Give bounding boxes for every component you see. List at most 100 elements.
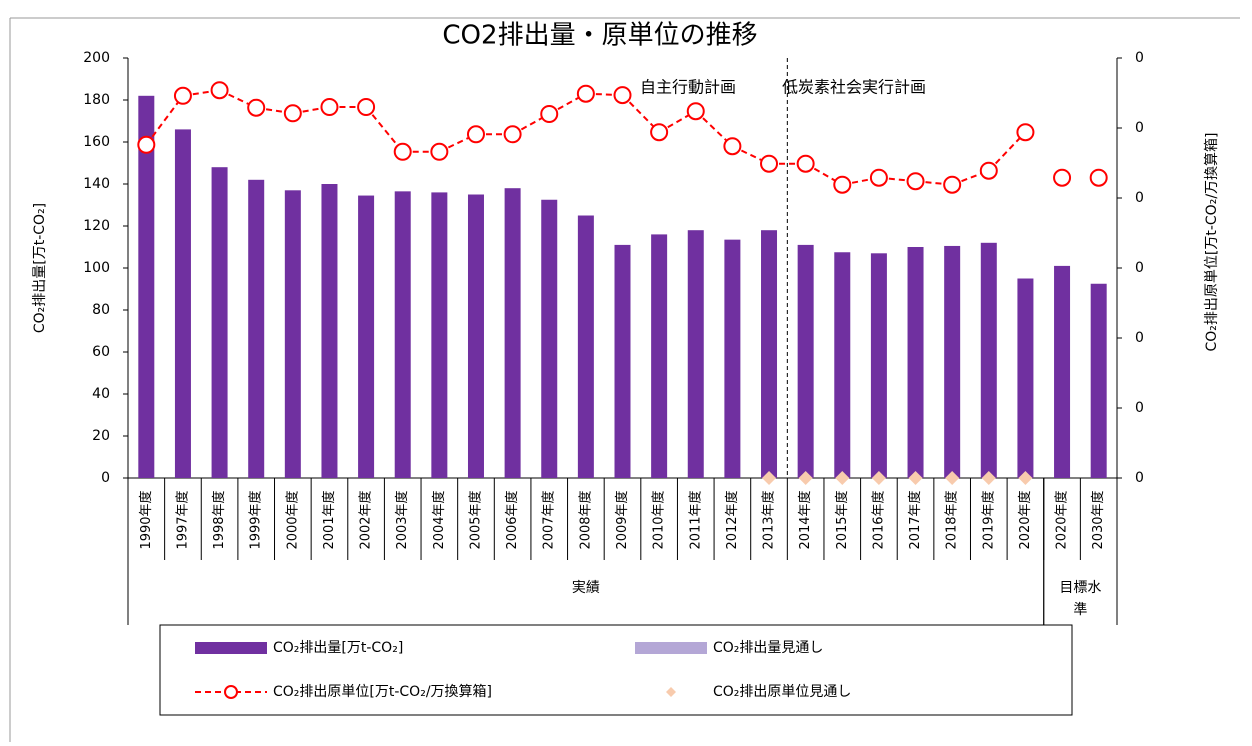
x-tick-label: 2003年度 bbox=[394, 490, 410, 549]
line-marker bbox=[393, 142, 412, 161]
legend-label: CO₂排出原単位見通し bbox=[713, 684, 851, 700]
line-marker bbox=[576, 84, 595, 103]
y-tick-label: 20 bbox=[92, 428, 110, 444]
legend-swatch bbox=[666, 687, 676, 697]
legend-label: CO₂排出量[万t-CO₂] bbox=[273, 640, 403, 656]
y2-tick-label: 0 bbox=[1135, 330, 1144, 346]
bar bbox=[614, 244, 631, 478]
diamond-marker bbox=[798, 471, 813, 485]
bar bbox=[797, 244, 814, 478]
annotation: 自主行動計画 bbox=[640, 78, 736, 97]
x-tick-label: 2019年度 bbox=[980, 490, 996, 549]
x-tick-label: 2008年度 bbox=[577, 490, 593, 549]
y2-tick-label: 0 bbox=[1135, 190, 1144, 206]
line-marker bbox=[723, 137, 742, 156]
bar bbox=[358, 195, 375, 479]
x-tick-label: 2020年度 bbox=[1054, 490, 1070, 549]
x-tick-label: 2000年度 bbox=[284, 490, 300, 549]
line-marker bbox=[613, 86, 632, 105]
x-tick-label: 2015年度 bbox=[834, 490, 850, 549]
diamond-marker bbox=[762, 471, 777, 485]
bar bbox=[834, 252, 851, 478]
diamond-marker bbox=[945, 471, 960, 485]
x-tick-label: 2005年度 bbox=[467, 490, 483, 549]
x-tick-label: 2030年度 bbox=[1090, 490, 1106, 549]
y-tick-label: 180 bbox=[83, 92, 110, 108]
bar bbox=[870, 253, 887, 478]
y-tick-label: 120 bbox=[83, 218, 110, 234]
bar bbox=[394, 191, 411, 478]
legend-swatch bbox=[224, 685, 238, 699]
diamond-marker bbox=[835, 471, 850, 485]
line-marker bbox=[869, 168, 888, 187]
line-marker bbox=[979, 161, 998, 180]
legend-label: CO₂排出量見通し bbox=[713, 640, 823, 656]
y-tick-label: 60 bbox=[92, 344, 110, 360]
line-marker bbox=[906, 172, 925, 191]
legend-swatch bbox=[635, 642, 707, 654]
legend-label: CO₂排出原単位[万t-CO₂/万換算箱] bbox=[273, 684, 492, 700]
bar bbox=[541, 199, 558, 478]
line-marker bbox=[137, 135, 156, 154]
x-tick-label: 2012年度 bbox=[724, 490, 740, 549]
x-tick-label: 1998年度 bbox=[211, 490, 227, 549]
diamond-marker bbox=[981, 471, 996, 485]
line-marker bbox=[833, 175, 852, 194]
line-marker bbox=[650, 123, 669, 142]
line-marker bbox=[466, 125, 485, 144]
y2-tick-label: 0 bbox=[1135, 400, 1144, 416]
y-axis-title: CO₂排出量[万t-CO₂] bbox=[32, 203, 48, 333]
line-marker bbox=[357, 98, 376, 116]
bar bbox=[577, 215, 594, 478]
line-marker bbox=[1089, 168, 1108, 187]
line-segment bbox=[145, 95, 184, 146]
x-tick-label: 2006年度 bbox=[504, 490, 520, 549]
bar bbox=[761, 230, 778, 478]
x-tick-label: 2004年度 bbox=[431, 490, 447, 549]
line-marker bbox=[943, 175, 962, 194]
y2-tick-label: 0 bbox=[1135, 50, 1144, 66]
bar bbox=[284, 190, 301, 479]
bar bbox=[1017, 278, 1034, 478]
x-tick-label: 2014年度 bbox=[797, 490, 813, 549]
annotation: 低炭素社会実行計画 bbox=[782, 78, 926, 97]
y2-tick-label: 0 bbox=[1135, 120, 1144, 136]
x-tick-label: 2011年度 bbox=[687, 490, 703, 549]
x-tick-label: 2010年度 bbox=[651, 490, 667, 549]
y-tick-label: 80 bbox=[92, 302, 110, 318]
line-marker bbox=[1016, 123, 1035, 142]
group-label: 実績 bbox=[572, 580, 600, 596]
group-label: 目標水準 bbox=[1059, 580, 1101, 618]
line-marker bbox=[210, 81, 229, 100]
line-marker bbox=[540, 105, 559, 123]
line-marker bbox=[173, 86, 192, 105]
x-tick-label: 2013年度 bbox=[761, 490, 777, 549]
x-tick-label: 1999年度 bbox=[248, 490, 264, 549]
y-tick-label: 0 bbox=[101, 470, 110, 486]
bar bbox=[687, 230, 704, 478]
line-marker bbox=[430, 142, 449, 161]
bar bbox=[1054, 265, 1071, 478]
y-tick-label: 200 bbox=[83, 50, 110, 66]
bar bbox=[138, 95, 155, 479]
y2-tick-label: 0 bbox=[1135, 470, 1144, 486]
bar bbox=[211, 167, 228, 478]
line-marker bbox=[796, 154, 815, 173]
y2-tick-label: 0 bbox=[1135, 260, 1144, 276]
x-tick-label: 2002年度 bbox=[358, 490, 374, 549]
x-tick-label: 2017年度 bbox=[907, 490, 923, 549]
bar bbox=[651, 234, 668, 478]
x-tick-label: 2001年度 bbox=[321, 490, 337, 549]
x-tick-label: 2018年度 bbox=[944, 490, 960, 549]
bar bbox=[321, 184, 338, 478]
x-tick-label: 1990年度 bbox=[138, 490, 154, 549]
line-marker bbox=[1053, 168, 1072, 187]
diamond-marker bbox=[908, 471, 923, 485]
line-marker bbox=[247, 98, 266, 117]
x-tick-label: 2020年度 bbox=[1017, 490, 1033, 549]
bar bbox=[980, 242, 997, 478]
bar bbox=[174, 129, 191, 478]
line-marker bbox=[503, 125, 522, 144]
y-tick-label: 40 bbox=[92, 386, 110, 402]
